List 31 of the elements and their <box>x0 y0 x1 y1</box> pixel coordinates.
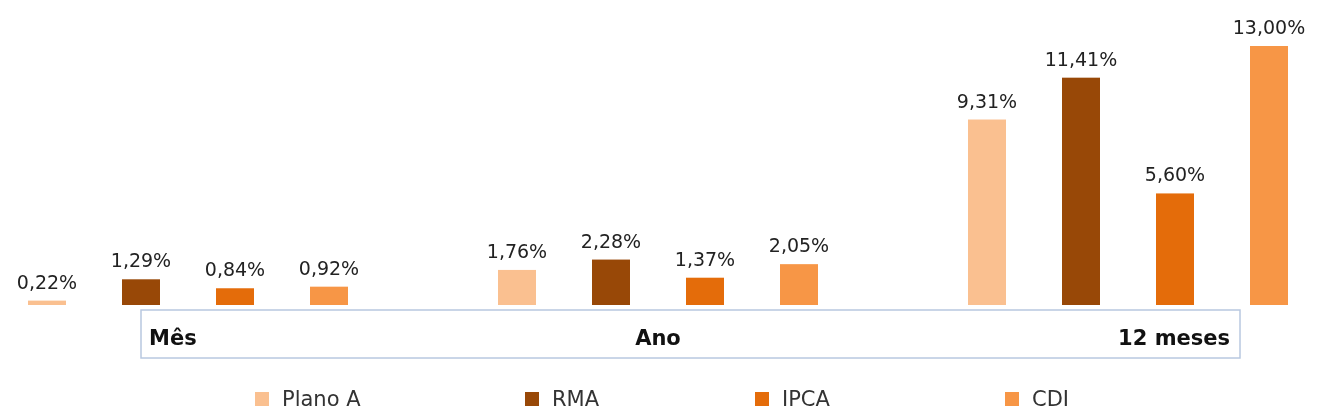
bar <box>498 269 536 305</box>
x-tick-label: Ano <box>635 326 681 350</box>
data-label: 11,41% <box>1044 47 1118 70</box>
data-label: 1,29% <box>110 249 172 272</box>
data-label: 9,31% <box>956 89 1018 112</box>
bar <box>122 279 160 305</box>
data-label: 2,28% <box>580 229 642 252</box>
legend-label: Plano A <box>282 387 362 411</box>
legend-label: CDI <box>1032 387 1070 411</box>
bar <box>216 288 254 305</box>
bar <box>780 264 818 305</box>
bar <box>686 277 724 305</box>
data-label: 0,92% <box>298 256 360 279</box>
bar <box>28 300 66 305</box>
bar <box>968 119 1006 305</box>
x-tick-label: Mês <box>149 326 197 350</box>
data-label: 0,84% <box>204 258 266 281</box>
data-label: 2,05% <box>768 234 830 257</box>
bar <box>1156 193 1194 305</box>
data-label: 1,76% <box>486 239 548 262</box>
legend-label: IPCA <box>782 387 831 411</box>
bar <box>592 259 630 305</box>
x-tick-label: 12 meses <box>1118 326 1230 350</box>
data-label: 13,00% <box>1232 16 1306 38</box>
legend-label: RMA <box>552 387 600 411</box>
data-label: 5,60% <box>1144 163 1206 186</box>
bar <box>310 286 348 305</box>
data-label: 0,22% <box>16 270 78 293</box>
bar <box>1250 46 1288 305</box>
bar <box>1062 77 1100 305</box>
data-label: 1,37% <box>674 247 736 270</box>
